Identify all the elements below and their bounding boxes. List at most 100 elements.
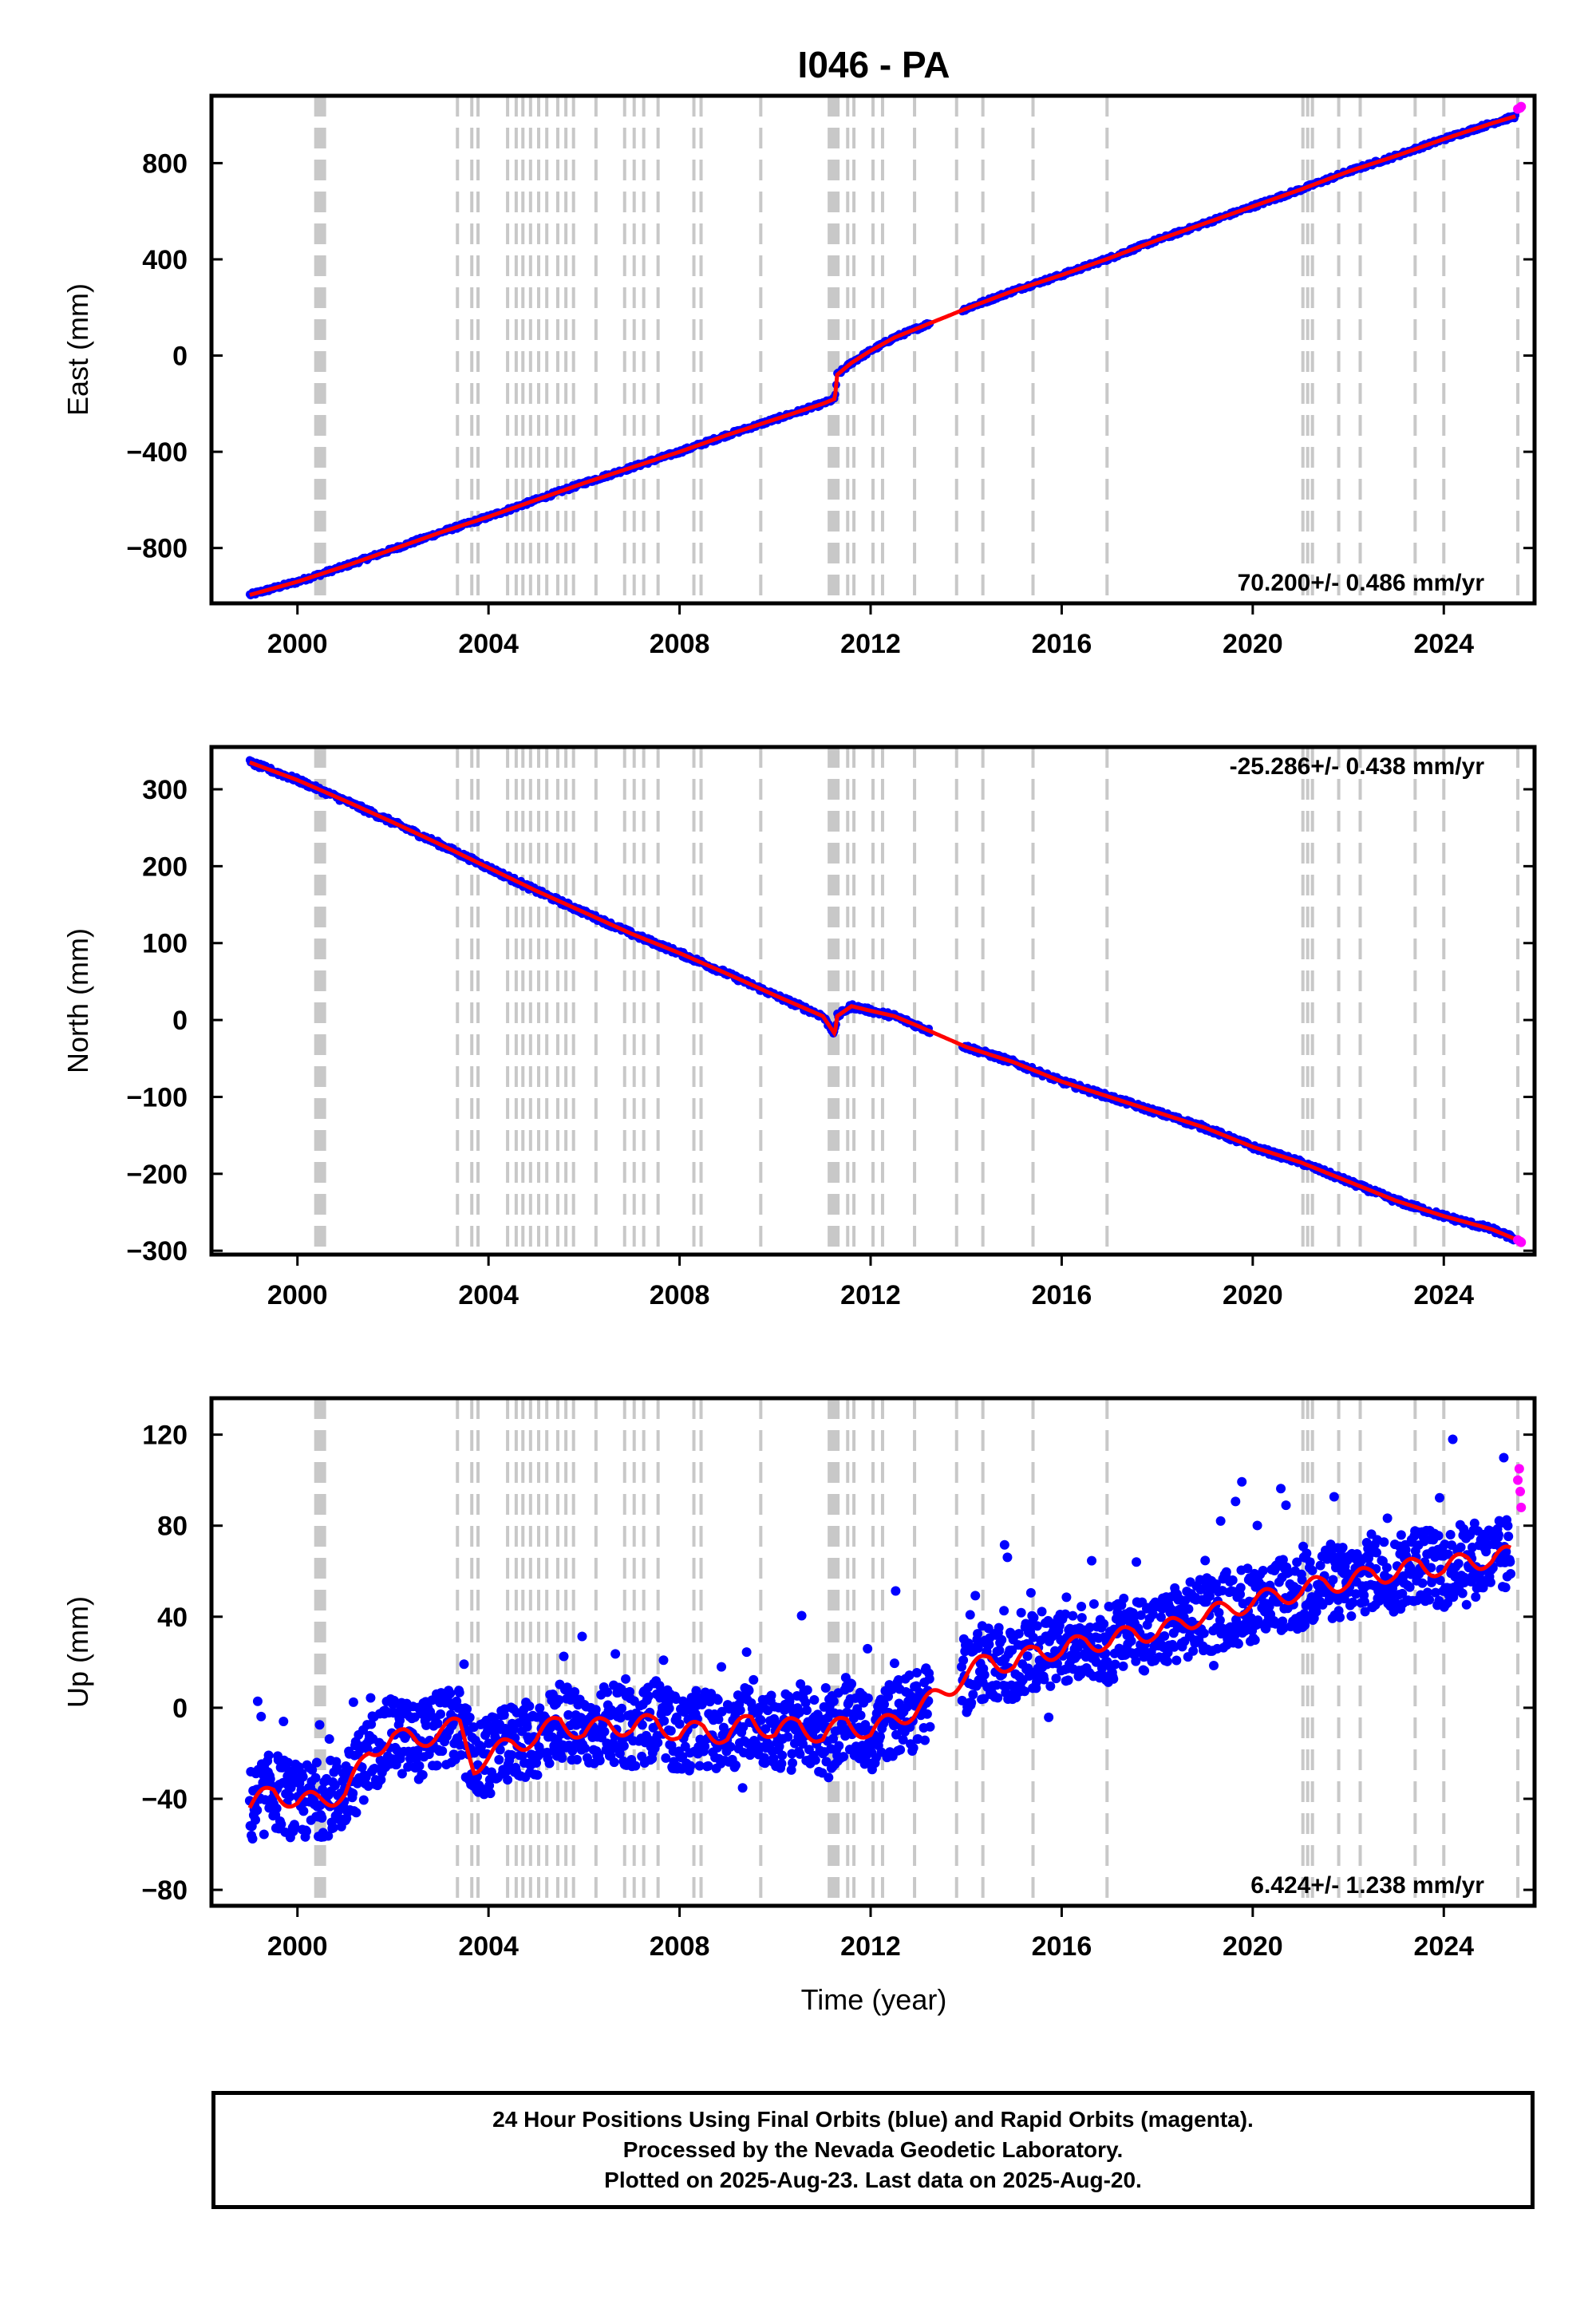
y-tick-label: −200 — [126, 1160, 188, 1190]
final-orbit-point — [1328, 1575, 1338, 1585]
y-tick-label: 400 — [142, 245, 188, 275]
footer-line-3: Plotted on 2025-Aug-23. Last data on 202… — [604, 2168, 1142, 2192]
x-tick-label: 2016 — [1032, 629, 1092, 659]
y-axis-label: Up (mm) — [61, 1596, 94, 1708]
final-orbit-point — [1424, 1595, 1435, 1605]
final-orbit-point — [532, 1770, 543, 1780]
final-orbit-point — [414, 1761, 425, 1771]
final-orbit-point — [658, 1655, 669, 1666]
final-orbit-point — [1335, 1612, 1345, 1622]
final-orbit-point — [544, 1758, 555, 1769]
final-orbit-point — [1231, 1496, 1241, 1507]
final-orbit-point — [621, 1674, 631, 1684]
final-orbit-point — [1002, 1552, 1013, 1563]
final-orbit-point — [999, 1606, 1009, 1616]
final-orbit-point — [925, 1721, 935, 1732]
y-tick-label: −300 — [126, 1236, 188, 1267]
final-orbit-point — [609, 1757, 619, 1768]
final-orbit-point — [741, 1647, 752, 1658]
final-orbit-point — [659, 1716, 670, 1726]
final-orbit-point — [737, 1783, 748, 1793]
final-orbit-point — [317, 1812, 327, 1823]
final-orbit-point — [875, 1732, 885, 1742]
rapid-orbit-point — [1515, 1486, 1526, 1496]
y-tick-label: 0 — [172, 1694, 188, 1724]
final-orbit-point — [1445, 1529, 1456, 1539]
x-tick-label: 2020 — [1223, 629, 1283, 659]
final-orbit-point — [1045, 1681, 1056, 1691]
final-orbit-point — [1108, 1674, 1119, 1684]
final-orbit-point — [643, 1691, 654, 1701]
final-orbit-point — [1435, 1492, 1445, 1503]
final-orbit-point — [1171, 1655, 1182, 1666]
final-orbit-point — [958, 1655, 969, 1666]
velocity-label: -25.286+/- 0.438 mm/yr — [1230, 753, 1485, 780]
x-tick-label: 2008 — [650, 1931, 710, 1962]
final-orbit-point — [802, 1685, 812, 1695]
velocity-label: 70.200+/- 0.486 mm/yr — [1238, 570, 1485, 596]
final-orbit-point — [1077, 1613, 1087, 1623]
final-orbit-point — [462, 1704, 472, 1714]
final-orbit-point — [437, 1746, 448, 1757]
x-tick-label: 2000 — [267, 629, 328, 659]
final-orbit-point — [630, 1761, 641, 1771]
final-orbit-point — [301, 1826, 311, 1836]
x-tick-label: 2020 — [1223, 1931, 1283, 1962]
final-orbit-point — [766, 1690, 776, 1701]
final-orbit-point — [749, 1674, 759, 1685]
final-orbit-point — [1485, 1577, 1495, 1587]
final-orbit-point — [855, 1710, 866, 1721]
final-orbit-point — [1457, 1588, 1468, 1599]
final-orbit-point — [432, 1761, 442, 1771]
final-orbit-point — [966, 1697, 977, 1708]
final-orbit-point — [796, 1611, 807, 1621]
final-orbit-point — [459, 1659, 469, 1670]
final-orbit-point — [1099, 1618, 1109, 1629]
final-orbit-point — [256, 1711, 267, 1721]
final-orbit-point — [908, 1743, 918, 1753]
final-orbit-point — [920, 1735, 930, 1745]
final-orbit-point — [445, 1688, 456, 1698]
final-orbit-point — [1307, 1565, 1317, 1575]
final-orbit-point — [993, 1693, 1003, 1703]
x-tick-label: 2008 — [650, 1280, 710, 1310]
final-orbit-point — [1302, 1548, 1312, 1559]
y-tick-label: 40 — [157, 1603, 188, 1633]
final-orbit-point — [358, 1795, 369, 1805]
final-orbit-point — [348, 1697, 358, 1707]
y-tick-label: −40 — [141, 1784, 188, 1815]
final-orbit-point — [365, 1693, 376, 1703]
final-orbit-point — [810, 1755, 820, 1765]
processing-info-box: 24 Hour Positions Using Final Orbits (bl… — [211, 2091, 1535, 2209]
final-orbit-point — [298, 1772, 308, 1782]
final-orbit-point — [1382, 1513, 1393, 1524]
y-tick-label: −100 — [126, 1082, 188, 1113]
final-orbit-point — [1215, 1516, 1226, 1526]
final-orbit-point — [1037, 1607, 1047, 1617]
final-orbit-point — [1188, 1646, 1199, 1656]
final-orbit-point — [599, 1726, 610, 1737]
final-orbit-point — [247, 1833, 258, 1844]
final-orbit-point — [580, 1743, 591, 1753]
final-orbit-point — [572, 1754, 583, 1765]
final-orbit-point — [351, 1808, 361, 1818]
final-orbit-point — [970, 1591, 981, 1601]
final-orbit-point — [1305, 1557, 1315, 1567]
final-orbit-point — [1199, 1628, 1209, 1638]
final-orbit-point — [1453, 1559, 1464, 1569]
final-orbit-point — [1209, 1660, 1219, 1670]
final-orbit-point — [595, 1756, 605, 1766]
final-orbit-point — [1183, 1604, 1194, 1614]
final-orbit-point — [735, 1705, 745, 1716]
y-tick-label: −400 — [126, 437, 188, 468]
final-orbit-point — [1346, 1611, 1357, 1622]
final-orbit-point — [436, 1709, 446, 1719]
final-orbit-point — [494, 1754, 504, 1765]
x-tick-label: 2012 — [840, 1931, 901, 1962]
final-orbit-point — [730, 1760, 741, 1770]
footer-line-2: Processed by the Nevada Geodetic Laborat… — [622, 2137, 1124, 2162]
final-orbit-point — [965, 1610, 975, 1620]
y-tick-label: 100 — [142, 929, 188, 959]
final-orbit-point — [417, 1770, 428, 1780]
x-tick-label: 2024 — [1413, 1280, 1474, 1310]
